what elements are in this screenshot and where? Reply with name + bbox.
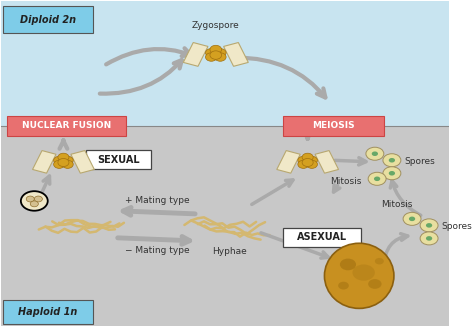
Circle shape bbox=[302, 153, 313, 161]
Circle shape bbox=[58, 153, 69, 161]
FancyBboxPatch shape bbox=[283, 228, 361, 247]
Text: − Mating type: − Mating type bbox=[125, 246, 190, 255]
Circle shape bbox=[383, 167, 401, 180]
Circle shape bbox=[338, 282, 349, 289]
Text: Mitosis: Mitosis bbox=[330, 177, 361, 186]
Text: Spores: Spores bbox=[404, 157, 435, 166]
Text: NUCLEAR FUSION: NUCLEAR FUSION bbox=[22, 121, 111, 130]
Circle shape bbox=[30, 201, 38, 207]
Text: Zygospore: Zygospore bbox=[192, 21, 240, 30]
Circle shape bbox=[383, 154, 401, 167]
Circle shape bbox=[62, 156, 73, 164]
Text: SEXUAL: SEXUAL bbox=[97, 155, 139, 164]
Circle shape bbox=[426, 223, 432, 228]
Circle shape bbox=[306, 156, 318, 164]
Text: + Mating type: + Mating type bbox=[125, 196, 190, 205]
Circle shape bbox=[21, 191, 48, 211]
Text: Haploid 1n: Haploid 1n bbox=[18, 307, 77, 317]
Text: MEIOSIS: MEIOSIS bbox=[312, 121, 355, 130]
Circle shape bbox=[210, 51, 222, 59]
Circle shape bbox=[62, 160, 73, 168]
Circle shape bbox=[205, 48, 217, 57]
Circle shape bbox=[420, 232, 438, 245]
Bar bbox=[0, 1, 449, 126]
Circle shape bbox=[372, 151, 378, 156]
Circle shape bbox=[26, 196, 34, 202]
FancyBboxPatch shape bbox=[86, 150, 151, 169]
Circle shape bbox=[54, 156, 65, 164]
Text: Hyphae: Hyphae bbox=[212, 247, 246, 256]
Circle shape bbox=[205, 53, 217, 61]
Circle shape bbox=[210, 45, 222, 54]
Circle shape bbox=[298, 156, 309, 164]
FancyBboxPatch shape bbox=[283, 116, 384, 136]
Circle shape bbox=[375, 258, 384, 265]
Text: Mitosis: Mitosis bbox=[382, 200, 413, 209]
Circle shape bbox=[374, 177, 380, 181]
Circle shape bbox=[403, 212, 421, 225]
Circle shape bbox=[368, 279, 382, 289]
Circle shape bbox=[409, 216, 415, 221]
Text: Spores: Spores bbox=[441, 222, 472, 232]
FancyBboxPatch shape bbox=[3, 300, 92, 324]
Circle shape bbox=[302, 159, 313, 166]
Circle shape bbox=[340, 259, 356, 270]
Circle shape bbox=[54, 160, 65, 168]
FancyBboxPatch shape bbox=[8, 116, 126, 136]
Circle shape bbox=[366, 147, 384, 160]
Text: Diploid 2n: Diploid 2n bbox=[20, 15, 76, 25]
Circle shape bbox=[58, 159, 69, 166]
Polygon shape bbox=[277, 150, 300, 173]
Polygon shape bbox=[183, 43, 208, 66]
FancyBboxPatch shape bbox=[3, 6, 92, 33]
Ellipse shape bbox=[324, 243, 394, 308]
Circle shape bbox=[420, 219, 438, 232]
Circle shape bbox=[34, 196, 42, 202]
Circle shape bbox=[389, 158, 395, 163]
Circle shape bbox=[353, 265, 375, 281]
Polygon shape bbox=[71, 150, 94, 173]
Circle shape bbox=[368, 172, 386, 185]
Circle shape bbox=[306, 160, 318, 168]
Polygon shape bbox=[33, 150, 56, 173]
Polygon shape bbox=[224, 43, 248, 66]
Circle shape bbox=[389, 171, 395, 176]
Circle shape bbox=[214, 48, 226, 57]
Circle shape bbox=[214, 53, 226, 61]
Circle shape bbox=[298, 160, 309, 168]
Circle shape bbox=[426, 236, 432, 241]
Text: ASEXUAL: ASEXUAL bbox=[297, 232, 347, 242]
Bar bbox=[0, 126, 449, 326]
Polygon shape bbox=[315, 150, 338, 173]
